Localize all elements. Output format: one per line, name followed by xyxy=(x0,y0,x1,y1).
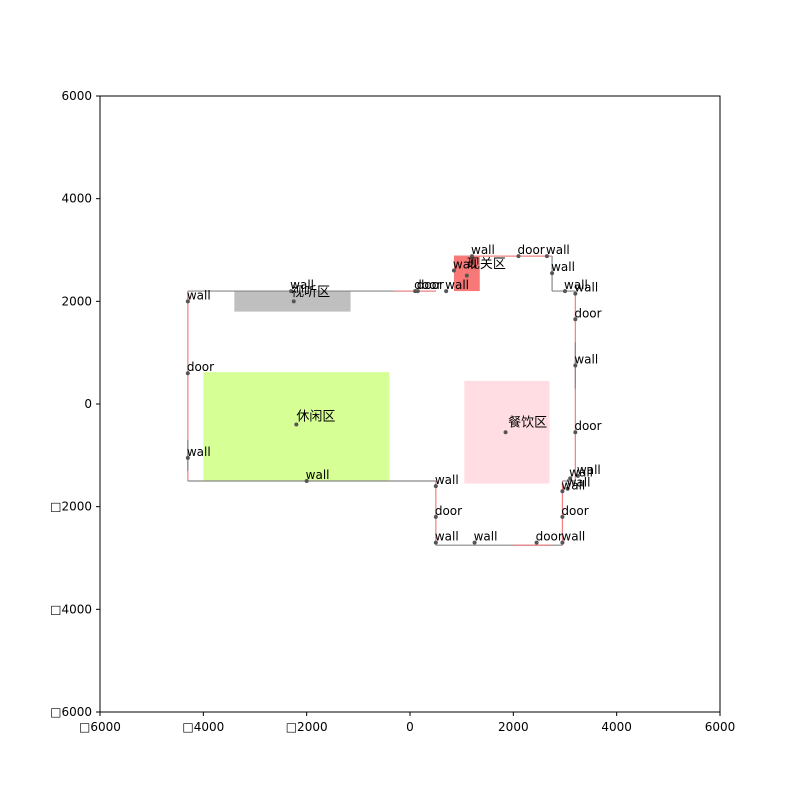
door-label: door xyxy=(574,306,601,320)
zone-marker xyxy=(464,273,469,278)
element-marker xyxy=(573,430,578,435)
wall-label: wall xyxy=(567,476,591,490)
element-marker xyxy=(563,289,567,294)
wall-label: wall xyxy=(187,445,211,459)
x-tick-label: 6000 xyxy=(705,720,736,734)
door-label: door xyxy=(561,504,588,518)
element-marker xyxy=(573,317,578,322)
wall-label: wall xyxy=(453,258,477,272)
door-label: door xyxy=(187,360,214,374)
element-marker xyxy=(472,540,477,545)
door-label: door xyxy=(536,530,563,544)
wall-label: wall xyxy=(551,260,575,274)
element-marker xyxy=(433,514,438,519)
element-marker xyxy=(433,540,438,545)
wall-label: wall xyxy=(445,278,469,292)
element-marker xyxy=(444,289,449,294)
wall-label: wall xyxy=(546,243,570,257)
x-tick-label: 0 xyxy=(406,720,414,734)
element-marker xyxy=(451,268,456,273)
wall-label: wall xyxy=(577,463,601,477)
zone-label: 休闲区 xyxy=(296,409,335,424)
y-tick-label: 0 xyxy=(84,397,92,411)
y-tick-label: □6000 xyxy=(50,705,92,719)
wall-label: wall xyxy=(574,281,598,295)
zone-label: 现关区 xyxy=(467,257,506,272)
wall-label: wall xyxy=(187,288,211,302)
wall-label: wall xyxy=(561,478,585,492)
element-marker xyxy=(560,514,565,519)
y-tick-label: 6000 xyxy=(61,89,92,103)
wall-label: wall xyxy=(306,468,330,482)
ticks-layer: □6000 □4000 □2000 0 2000 4000 6000 6000 4000 2000… xyxy=(50,89,735,734)
wall-label: wall xyxy=(290,278,314,292)
door-label: door xyxy=(414,278,441,292)
zone-marker xyxy=(291,299,296,304)
element-marker xyxy=(185,371,190,376)
element-marker xyxy=(568,476,573,481)
x-tick-label: □4000 xyxy=(182,720,224,734)
wall-label: wall xyxy=(561,530,585,544)
element-marker xyxy=(516,254,521,259)
element-marker xyxy=(573,363,578,368)
element-marker xyxy=(433,484,438,489)
y-tick-label: □2000 xyxy=(50,500,92,514)
y-tick-label: 4000 xyxy=(61,192,92,206)
element-marker xyxy=(560,489,565,494)
element-marker xyxy=(575,473,580,478)
wall-label: wall xyxy=(569,465,593,479)
wall-label: wall xyxy=(471,243,495,257)
element-marker xyxy=(415,289,420,294)
wall-label: wall xyxy=(564,278,588,292)
zone-label: 餐饮区 xyxy=(508,415,547,431)
element-marker xyxy=(534,540,539,545)
zone-rect xyxy=(203,372,390,481)
wall-label: wall xyxy=(435,473,459,487)
zone-marker xyxy=(503,430,508,435)
plot-frame xyxy=(99,95,721,713)
door-label: door xyxy=(417,278,444,292)
walls-layer xyxy=(187,255,576,546)
x-tick-label: □2000 xyxy=(286,720,328,734)
element-marker xyxy=(304,479,309,483)
door-label: door xyxy=(435,504,462,518)
y-tick-label: 2000 xyxy=(61,294,92,308)
door-label: door xyxy=(518,243,545,257)
markers-layer xyxy=(185,254,580,545)
x-tick-label: 4000 xyxy=(601,720,632,734)
zone-rect xyxy=(453,256,480,292)
door-label: door xyxy=(574,419,601,433)
element-marker xyxy=(185,455,190,460)
wall-label: wall xyxy=(574,353,598,367)
y-tick-label: □4000 xyxy=(50,602,92,616)
element-marker xyxy=(544,254,549,259)
element-marker xyxy=(470,254,474,259)
zone-marker xyxy=(294,422,299,427)
element-marker xyxy=(550,271,555,276)
zones-layer xyxy=(203,256,550,484)
element-marker xyxy=(560,540,565,545)
element-marker xyxy=(565,486,570,491)
zone-label: 视听区 xyxy=(291,285,330,300)
x-tick-label: □6000 xyxy=(79,720,121,734)
wall-label: wall xyxy=(435,530,459,544)
element-marker xyxy=(185,299,190,304)
element-marker xyxy=(573,291,578,296)
wall-label: wall xyxy=(474,530,498,544)
x-tick-label: 2000 xyxy=(498,720,529,734)
element-marker xyxy=(289,289,294,294)
